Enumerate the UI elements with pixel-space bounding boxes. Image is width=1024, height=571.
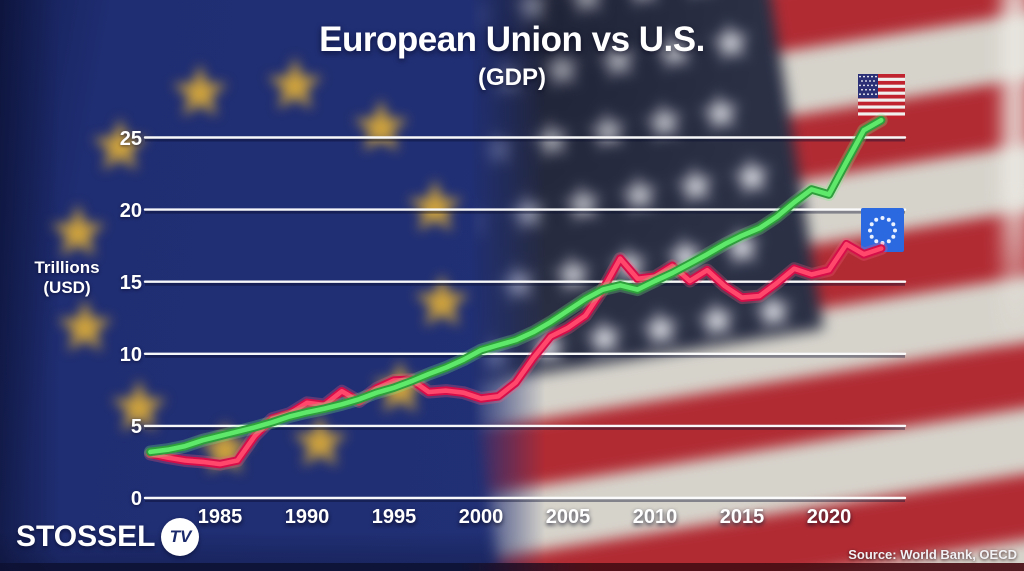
x-tick-label-2015: 2015 [719, 506, 765, 528]
x-tick-label-1985: 1985 [197, 506, 243, 528]
united-states-line-core [148, 117, 884, 455]
eu-flag-star: ★ [349, 91, 414, 163]
y-tick-label-10: 10 [119, 343, 142, 366]
gridlines [143, 136, 907, 502]
eu-flag-star: ★ [263, 49, 328, 121]
x-tick-label-2010: 2010 [632, 506, 678, 528]
eu-flag-star: ★ [403, 171, 468, 243]
chart-subtitle: (GDP) [478, 64, 546, 91]
eu-flag-star: ★ [168, 56, 233, 128]
eu-flag-icon [861, 208, 904, 252]
x-tick-label-1995: 1995 [371, 506, 417, 528]
y-tick-label-5: 5 [130, 415, 142, 438]
logo-tv-badge: TV [161, 518, 200, 556]
flag-highlight-sliver [1002, 0, 1024, 355]
x-tick-label-1990: 1990 [284, 506, 330, 528]
x-tick-label-2020: 2020 [806, 506, 852, 528]
y-tick-label-0: 0 [130, 488, 142, 510]
stossel-tv-logo: STOSSEL TV [16, 518, 200, 556]
y-axis-title-line2: (USD) [43, 278, 91, 297]
data-series [143, 113, 888, 471]
eu-flag-star: ★ [53, 291, 118, 363]
eu-flag-star: ★ [107, 371, 172, 443]
x-tick-label-2005: 2005 [545, 506, 591, 528]
source-attribution: Source: World Bank, OECD [848, 547, 1017, 562]
eu-flag-star: ★ [46, 196, 111, 268]
eu-flag-star: ★ [410, 266, 475, 338]
y-tick-label-20: 20 [119, 199, 142, 222]
logo-wordmark: STOSSEL [16, 520, 156, 553]
y-axis-title: Trillions (USD) [22, 258, 112, 298]
y-tick-label-15: 15 [119, 271, 142, 294]
y-axis-title-line1: Trillions [34, 258, 100, 277]
y-tick-label-25: 25 [119, 127, 142, 150]
chart-title: European Union vs U.S. [319, 20, 705, 59]
line-end-flag-icons [858, 74, 905, 252]
x-tick-label-2000: 2000 [458, 506, 504, 528]
bottom-edge-bar [0, 563, 1024, 571]
eu-flag-star: ★ [88, 110, 153, 182]
